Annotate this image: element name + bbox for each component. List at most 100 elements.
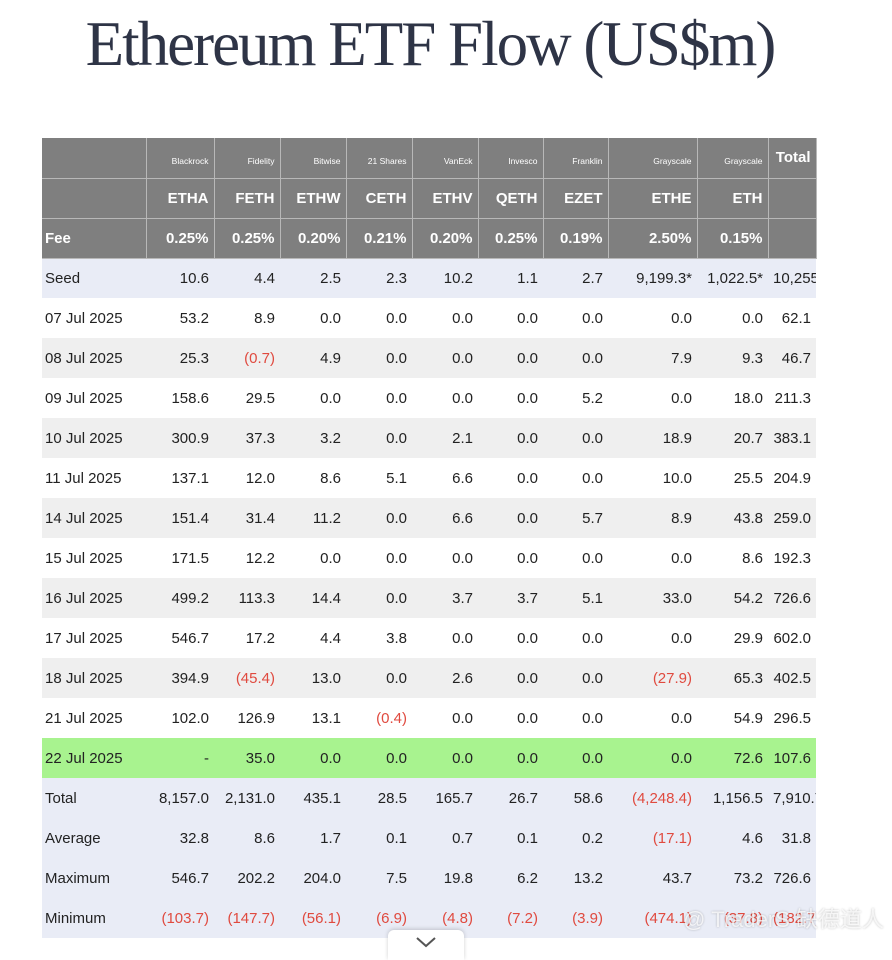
flow-cell: 0.0 <box>346 338 412 378</box>
flow-cell: (4,248.4) <box>608 778 697 818</box>
flow-cell: 72.6 <box>697 738 768 778</box>
flow-cell: 11.2 <box>280 498 346 538</box>
row-label: Maximum <box>42 858 146 898</box>
flow-cell: (147.7) <box>214 898 280 938</box>
flow-cell: 107.6 <box>768 738 816 778</box>
header-cell: Blackrock <box>146 138 215 179</box>
table-row: 21 Jul 2025 102.0 126.9 13.1 (0.4) 0.0 0.0 0.0 0… <box>42 698 816 738</box>
flow-cell: 7.5 <box>346 858 412 898</box>
flow-cell: 3.8 <box>346 618 412 658</box>
header-cell: 21 Shares <box>346 138 413 179</box>
flow-cell: (3.9) <box>543 898 608 938</box>
flow-cell: 8.6 <box>697 538 768 578</box>
flow-cell: (103.7) <box>146 898 214 938</box>
flow-cell: 1,022.5* <box>697 258 768 298</box>
flow-cell: 0.0 <box>412 298 478 338</box>
flow-cell: 499.2 <box>146 578 214 618</box>
ticker-header-row: ETHA FETH ETHW CETH ETHV QETH EZET ETHE ETH <box>42 178 817 219</box>
flow-cell: - <box>146 738 214 778</box>
flow-cell: 62.1 <box>768 298 816 338</box>
flow-cell: 126.9 <box>214 698 280 738</box>
header-cell <box>42 138 147 179</box>
table-row: 22 Jul 2025-35.0 0.0 0.0 0.0 0.0 0.0 0.0 72.6 10… <box>42 738 816 778</box>
flow-cell: 259.0 <box>768 498 816 538</box>
flow-cell: 13.0 <box>280 658 346 698</box>
flow-cell: 204.0 <box>280 858 346 898</box>
flow-cell: 102.0 <box>146 698 214 738</box>
flow-cell: 0.0 <box>543 298 608 338</box>
flow-cell: 17.2 <box>214 618 280 658</box>
header-cell: EZET <box>543 178 609 219</box>
flow-cell: 8,157.0 <box>146 778 214 818</box>
header-cell: Grayscale <box>697 138 769 179</box>
flow-cell: 2.3 <box>346 258 412 298</box>
row-label: 17 Jul 2025 <box>42 618 146 658</box>
flow-cell: 73.2 <box>697 858 768 898</box>
flow-cell: 726.6 <box>768 858 816 898</box>
flow-cell: 2.5 <box>280 258 346 298</box>
header-cell <box>768 218 817 259</box>
flow-cell: 1.1 <box>478 258 543 298</box>
flow-cell: 0.0 <box>346 738 412 778</box>
header-cell: Grayscale <box>608 138 698 179</box>
header-cell: 0.25% <box>478 218 544 259</box>
flow-cell: 43.7 <box>608 858 697 898</box>
flow-cell: 31.4 <box>214 498 280 538</box>
table-row: Maximum 546.7 202.2 204.0 7.5 19.8 6.2 13.2 43.7… <box>42 858 816 898</box>
header-cell: ETHW <box>280 178 347 219</box>
header-cell: ETHV <box>412 178 479 219</box>
flow-cell: (182.7) <box>768 898 816 938</box>
row-label: 21 Jul 2025 <box>42 698 146 738</box>
flow-cell: 53.2 <box>146 298 214 338</box>
flow-cell: 0.0 <box>478 538 543 578</box>
flow-cell: 0.0 <box>608 738 697 778</box>
table-row: 08 Jul 2025 25.3 (0.7) 4.9 0.0 0.0 0.0 0.0 7.9 9.… <box>42 338 816 378</box>
flow-cell: 0.0 <box>412 618 478 658</box>
flow-cell: 28.5 <box>346 778 412 818</box>
flow-cell: 0.0 <box>478 498 543 538</box>
header-cell: Total <box>768 138 817 179</box>
flow-cell: (474.1) <box>608 898 697 938</box>
flow-cell: 31.8 <box>768 818 816 858</box>
header-cell: QETH <box>478 178 544 219</box>
scroll-down-button[interactable] <box>388 930 464 960</box>
row-label: 07 Jul 2025 <box>42 298 146 338</box>
flow-cell: 29.5 <box>214 378 280 418</box>
header-cell: 0.25% <box>146 218 215 259</box>
header-cell: ETH <box>697 178 769 219</box>
flow-cell: 0.0 <box>346 498 412 538</box>
flow-cell: 0.0 <box>543 618 608 658</box>
table-row: Seed 10.6 4.4 2.5 2.3 10.2 1.1 2.7 9,199.3* 1,022… <box>42 258 816 298</box>
row-label: Minimum <box>42 898 146 938</box>
flow-cell: 602.0 <box>768 618 816 658</box>
flow-cell: 8.6 <box>214 818 280 858</box>
table-row: 16 Jul 2025 499.2 113.3 14.4 0.0 3.7 3.7 5.1 33.… <box>42 578 816 618</box>
flow-cell: 2,131.0 <box>214 778 280 818</box>
header-cell: VanEck <box>412 138 479 179</box>
table-row: 15 Jul 2025 171.5 12.2 0.0 0.0 0.0 0.0 0.0 0.0 8.… <box>42 538 816 578</box>
flow-cell: (0.4) <box>346 698 412 738</box>
row-label: 08 Jul 2025 <box>42 338 146 378</box>
chevron-down-icon <box>416 937 436 948</box>
flow-cell: 0.0 <box>412 698 478 738</box>
table-row: Total 8,157.0 2,131.0 435.1 28.5 165.7 26.7 58.… <box>42 778 816 818</box>
flow-cell: 10.0 <box>608 458 697 498</box>
flow-cell: 0.0 <box>280 378 346 418</box>
header-cell: 0.19% <box>543 218 609 259</box>
flow-cell: 13.1 <box>280 698 346 738</box>
table-row: 11 Jul 2025 137.1 12.0 8.6 5.1 6.6 0.0 0.0 10.0 2… <box>42 458 816 498</box>
flow-cell: 0.0 <box>412 738 478 778</box>
watermark: @ TraderS 缺德道人 <box>683 907 884 932</box>
flow-cell: 0.0 <box>478 298 543 338</box>
row-label: 18 Jul 2025 <box>42 658 146 698</box>
flow-cell: 13.2 <box>543 858 608 898</box>
flow-cell: 58.6 <box>543 778 608 818</box>
flow-cell: (56.1) <box>280 898 346 938</box>
flow-cell: 10.2 <box>412 258 478 298</box>
header-cell: ETHA <box>146 178 215 219</box>
flow-cell: 300.9 <box>146 418 214 458</box>
flow-cell: 383.1 <box>768 418 816 458</box>
flow-cell: 54.2 <box>697 578 768 618</box>
flow-cell: 0.0 <box>543 338 608 378</box>
header-cell: CETH <box>346 178 413 219</box>
